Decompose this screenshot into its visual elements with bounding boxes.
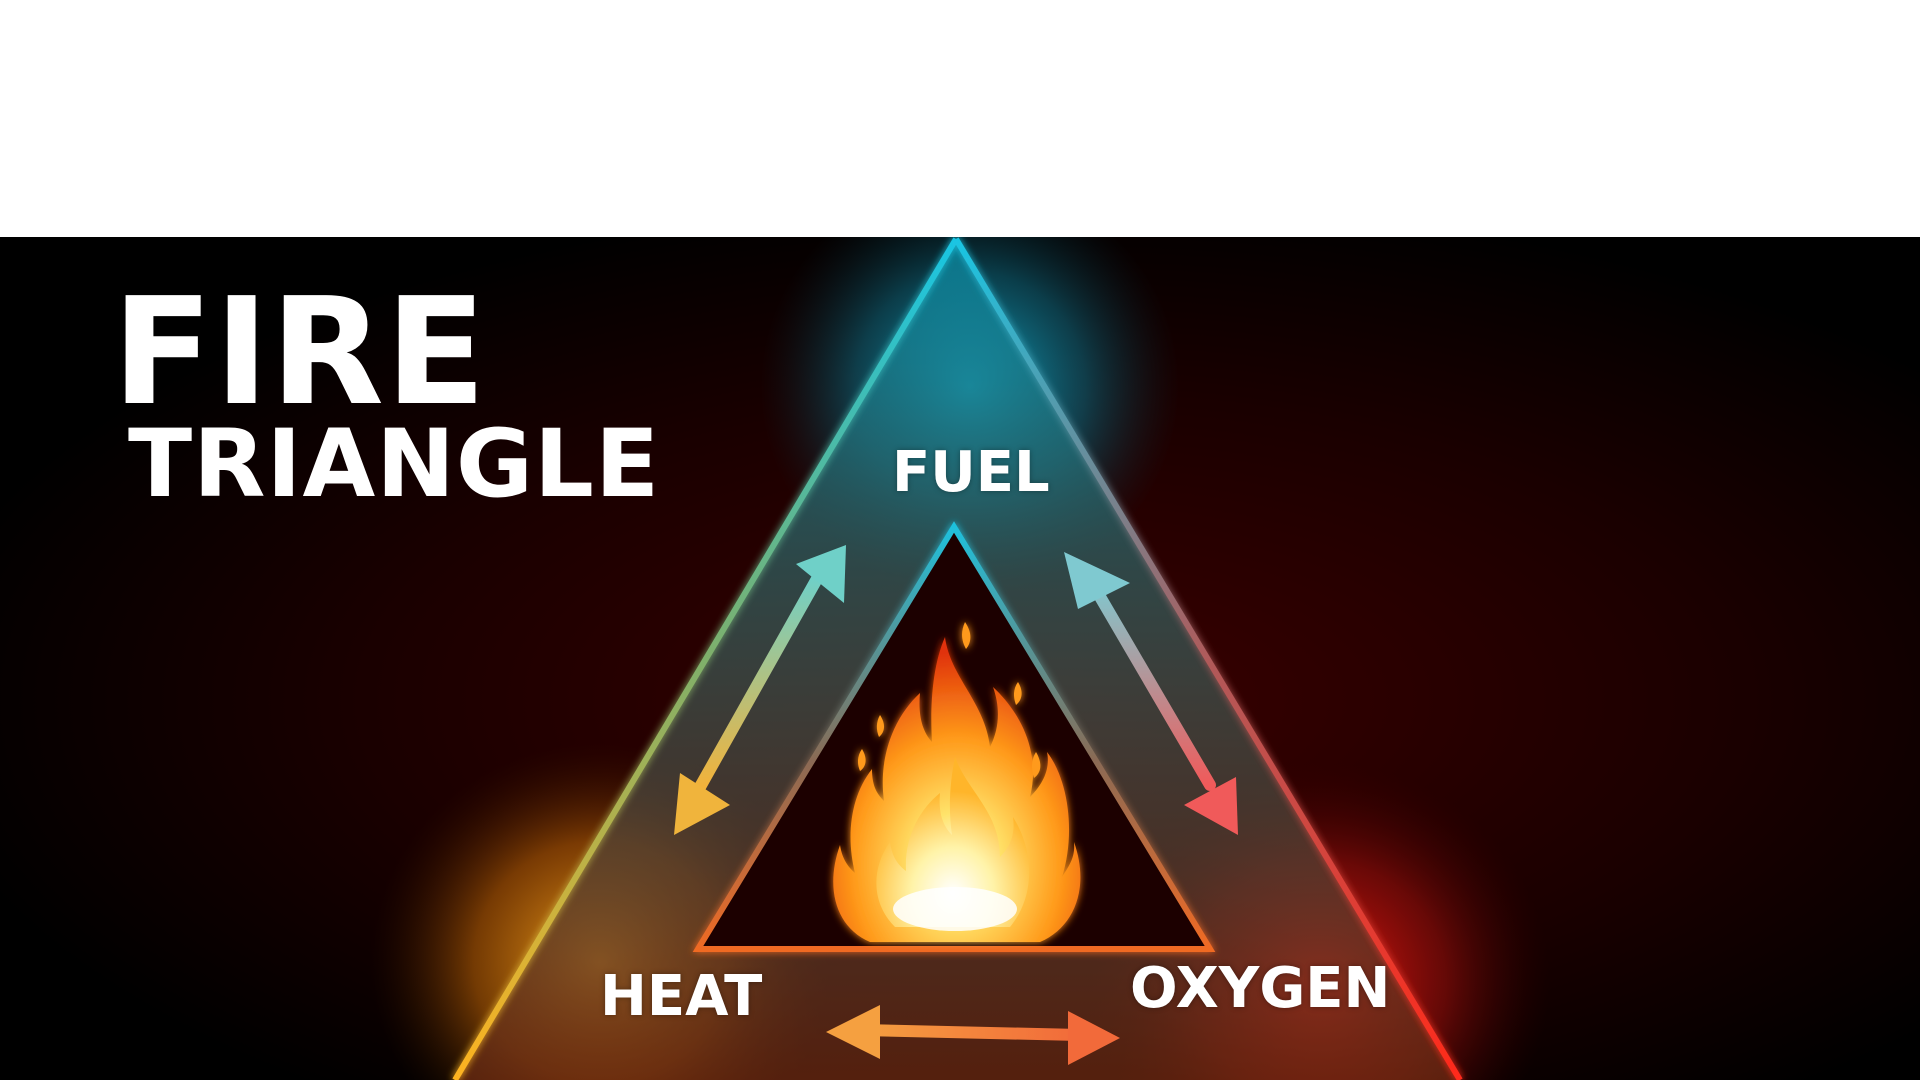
flame-icon <box>833 622 1081 942</box>
double-arrow-icon <box>674 545 846 835</box>
heat-label: HEAT <box>600 964 763 1029</box>
outer-edge-right <box>953 237 1463 1080</box>
outer-edge-left <box>452 237 959 1080</box>
title-line-1: FIRE <box>112 266 488 438</box>
oxygen-label: OXYGEN <box>1130 956 1391 1021</box>
double-arrow-icon <box>1064 552 1238 835</box>
double-arrow-icon <box>826 1005 1120 1065</box>
fire-triangle-panel: FIRE TRIANGLE FUEL HEAT OXYGEN <box>0 237 1920 1080</box>
title-line-2: TRIANGLE <box>128 410 661 519</box>
fire-triangle-diagram <box>0 237 1920 1080</box>
fuel-label: FUEL <box>892 440 1050 505</box>
